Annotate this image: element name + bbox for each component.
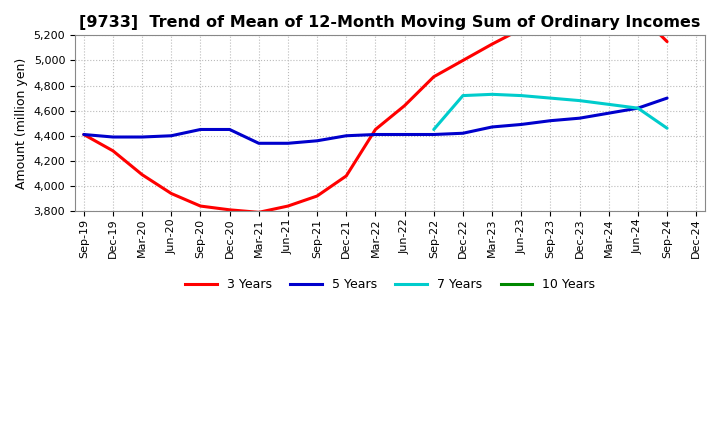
5 Years [138,134,146,139]
3 Years [167,191,176,196]
Line: 3 Years: 3 Years [84,10,667,213]
5 Years [634,106,642,111]
5 Years [400,132,409,137]
3 Years [225,207,234,213]
5 Years [546,118,554,123]
5 Years [575,116,584,121]
5 Years [225,127,234,132]
5 Years [196,127,204,132]
5 Years [284,141,292,146]
7 Years [517,93,526,98]
3 Years [663,39,672,44]
5 Years [663,95,672,101]
Line: 5 Years: 5 Years [84,98,667,143]
Line: 7 Years: 7 Years [433,94,667,129]
3 Years [371,127,379,132]
3 Years [604,7,613,13]
Y-axis label: Amount (million yen): Amount (million yen) [15,58,28,189]
7 Years [575,98,584,103]
3 Years [634,10,642,15]
3 Years [546,16,554,22]
Title: [9733]  Trend of Mean of 12-Month Moving Sum of Ordinary Incomes: [9733] Trend of Mean of 12-Month Moving … [79,15,701,30]
5 Years [109,134,117,139]
Legend: 3 Years, 5 Years, 7 Years, 10 Years: 3 Years, 5 Years, 7 Years, 10 Years [180,273,600,296]
7 Years [487,92,496,97]
5 Years [342,133,351,139]
3 Years [429,74,438,79]
3 Years [284,203,292,209]
7 Years [663,125,672,131]
3 Years [254,210,263,215]
5 Years [371,132,379,137]
3 Years [312,193,321,198]
7 Years [634,106,642,111]
3 Years [138,172,146,177]
3 Years [342,173,351,179]
5 Years [312,138,321,143]
3 Years [517,26,526,32]
5 Years [254,141,263,146]
5 Years [517,122,526,127]
3 Years [79,132,88,137]
5 Years [604,110,613,116]
7 Years [546,95,554,101]
7 Years [429,127,438,132]
5 Years [459,131,467,136]
3 Years [459,58,467,63]
3 Years [400,103,409,108]
5 Years [429,132,438,137]
5 Years [79,132,88,137]
3 Years [487,41,496,47]
7 Years [604,102,613,107]
5 Years [487,125,496,130]
7 Years [459,93,467,98]
3 Years [575,10,584,15]
3 Years [109,148,117,154]
5 Years [167,133,176,139]
3 Years [196,203,204,209]
